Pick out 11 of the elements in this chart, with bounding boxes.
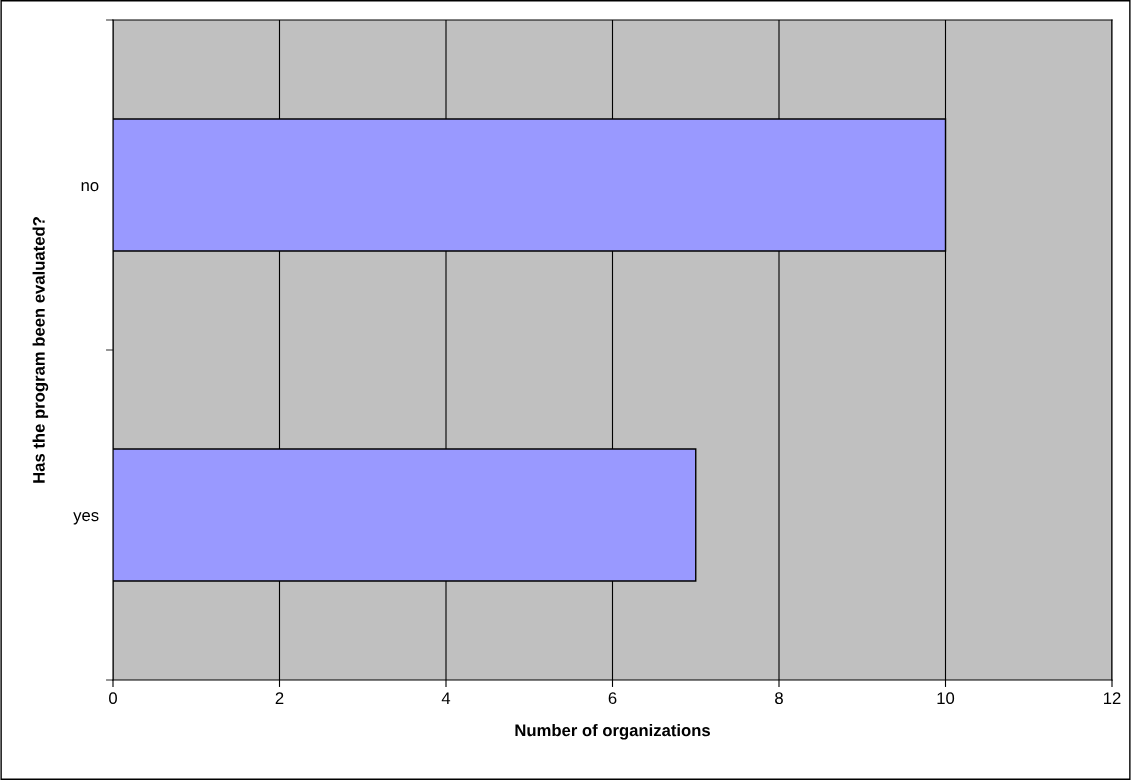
- x-axis-title: Number of organizations: [515, 724, 710, 740]
- x-tick-label: 6: [608, 692, 617, 705]
- x-tick-label: 2: [275, 692, 284, 704]
- x-tick-label: 10: [937, 692, 955, 705]
- x-tick-label: 8: [775, 692, 783, 705]
- x-tick-label: 0: [109, 692, 117, 705]
- y-tick-label: no: [81, 182, 99, 192]
- x-tick-label: 4: [441, 692, 451, 704]
- y-axis-title: Has the program been evaluated?: [32, 217, 49, 483]
- y-tick-label: yes: [73, 512, 99, 525]
- x-tick-label: 12: [1104, 692, 1121, 704]
